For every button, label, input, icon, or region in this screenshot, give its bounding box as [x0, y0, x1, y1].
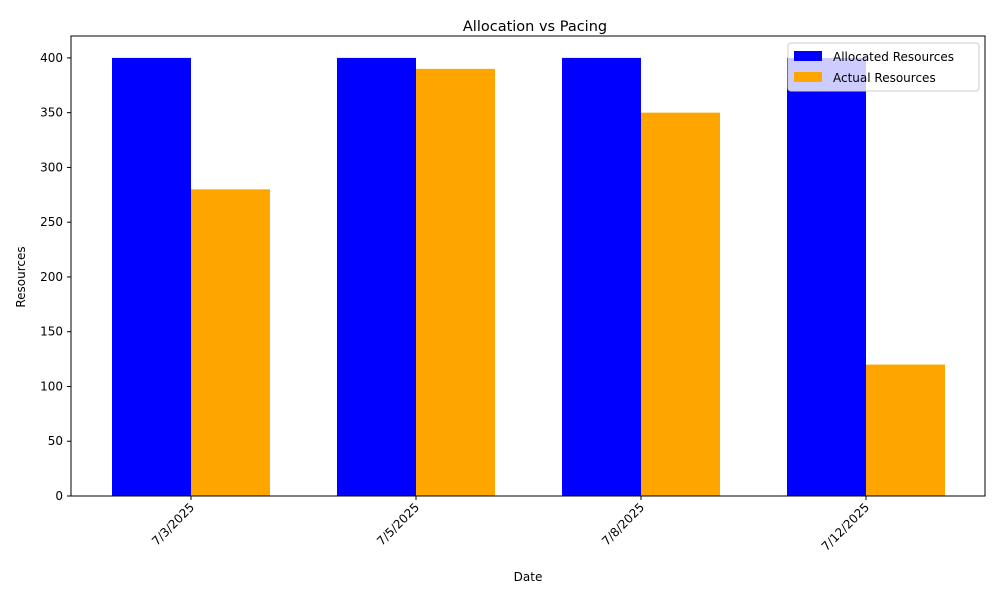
bar-actual-2: [416, 68, 495, 496]
y-tick-label: 250: [40, 215, 63, 229]
x-axis-label: Date: [514, 570, 543, 584]
y-tick-label: 300: [40, 160, 63, 174]
y-tick-label: 0: [55, 489, 63, 503]
bar-actual-1: [191, 189, 270, 497]
x-tick-label: 7/8/2025: [599, 500, 647, 548]
bar-allocated-1: [112, 57, 191, 497]
bar-allocated-2: [337, 57, 416, 497]
legend-label-actual: Actual Resources: [833, 71, 936, 85]
chart-title: Allocation vs Pacing: [463, 19, 607, 35]
x-tick-label: 7/5/2025: [374, 500, 422, 548]
bar-allocated-3: [562, 57, 641, 497]
y-tick-label: 400: [40, 51, 63, 65]
bar-allocated-4: [787, 57, 866, 497]
legend: Allocated Resources Actual Resources: [787, 42, 980, 92]
legend-swatch-allocated: [794, 51, 822, 61]
x-tick-label: 7/3/2025: [149, 500, 197, 548]
plot-frame: [70, 35, 986, 497]
y-tick-label: 100: [40, 379, 63, 393]
y-tick-label: 200: [40, 270, 63, 284]
y-tick-label: 350: [40, 106, 63, 120]
legend-box: [787, 42, 980, 92]
legend-swatch-actual: [794, 72, 822, 82]
y-axis-label: Resources: [14, 246, 28, 307]
bar-actual-3: [641, 112, 720, 497]
x-tick-label: 7/12/2025: [819, 500, 872, 553]
bar-actual-4: [866, 364, 945, 496]
y-tick-label: 150: [40, 325, 63, 339]
bars-group: [112, 57, 945, 497]
legend-label-allocated: Allocated Resources: [833, 50, 954, 64]
y-tick-label: 50: [48, 434, 63, 448]
